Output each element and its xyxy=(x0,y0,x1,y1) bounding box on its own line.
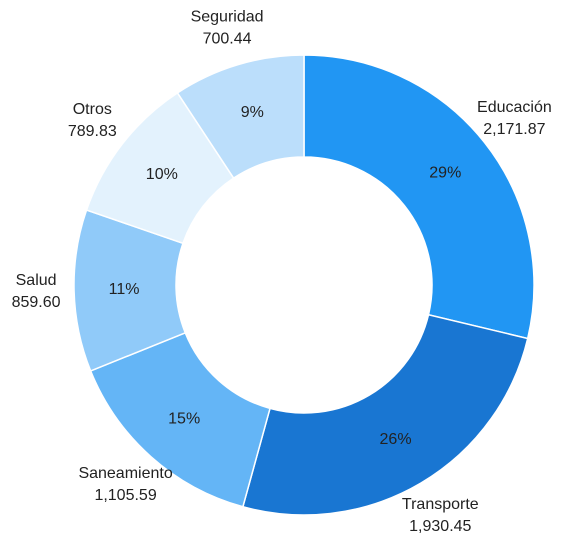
percent-label: 26% xyxy=(380,431,412,448)
donut-slice xyxy=(176,54,305,180)
value-label: 2,171.87 xyxy=(483,121,545,138)
value-label: 1,105.59 xyxy=(94,487,156,504)
percent-label: 15% xyxy=(168,411,200,428)
donut-slice xyxy=(303,54,535,340)
value-label: 789.83 xyxy=(68,123,117,140)
percent-label: 10% xyxy=(146,166,178,183)
percent-label: 9% xyxy=(241,104,264,121)
category-label: Salud xyxy=(16,272,57,289)
category-label: Educación xyxy=(477,99,552,116)
value-label: 700.44 xyxy=(203,30,252,47)
category-label: Transporte xyxy=(402,496,479,513)
value-label: 859.60 xyxy=(12,294,61,311)
value-label: 1,930.45 xyxy=(409,518,471,533)
category-label: Otros xyxy=(73,101,112,118)
donut-slice xyxy=(241,313,529,516)
category-label: Seguridad xyxy=(191,8,264,25)
percent-label: 11% xyxy=(109,281,140,298)
category-label: Saneamiento xyxy=(78,465,172,482)
percent-label: 29% xyxy=(429,165,461,182)
